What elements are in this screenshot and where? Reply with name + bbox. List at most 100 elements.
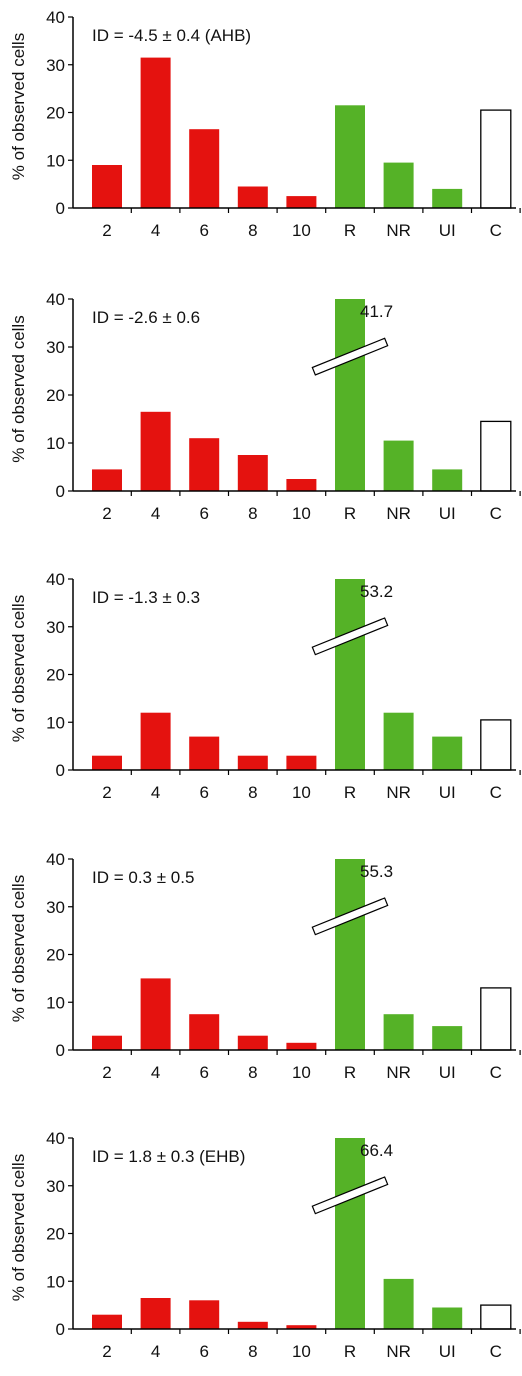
- y-tick-label: 30: [46, 56, 65, 75]
- bar: [432, 469, 463, 491]
- y-tick-label: 20: [46, 946, 65, 965]
- y-tick-label: 20: [46, 666, 65, 685]
- x-tick-label: 6: [199, 504, 208, 523]
- y-tick-label: 40: [46, 1129, 65, 1148]
- bar: [383, 162, 414, 208]
- bar: [237, 186, 268, 208]
- x-tick-label: UI: [439, 221, 456, 240]
- x-tick-label: R: [344, 1063, 356, 1082]
- bar: [480, 109, 512, 209]
- bar: [92, 165, 122, 208]
- y-axis-title: % of observed cells: [9, 1154, 28, 1301]
- y-tick-label: 10: [46, 434, 65, 453]
- x-tick-label: NR: [386, 783, 411, 802]
- bar: [480, 420, 512, 492]
- bar: [432, 736, 463, 770]
- y-tick-label: 10: [46, 713, 65, 732]
- x-tick-label: 4: [151, 504, 160, 523]
- x-tick-label: 2: [102, 1063, 111, 1082]
- axis-break-value-label: 55.3: [360, 862, 393, 881]
- chart-panel: 55.3 0 10 20 30 40 2 4 6 8 10 R NR UI C ID = 0.3 ± 0.5%…: [9, 850, 521, 1082]
- x-tick-label: 8: [248, 221, 257, 240]
- bar: [480, 719, 512, 771]
- bar: [92, 755, 122, 770]
- x-tick-label: R: [344, 221, 356, 240]
- axis-break-marker: [311, 337, 389, 376]
- panel-annotation: ID = 0.3 ± 0.5: [92, 868, 194, 887]
- x-tick-label: 2: [102, 221, 111, 240]
- y-axis-title: % of observed cells: [9, 595, 28, 742]
- x-tick-label: 8: [248, 504, 257, 523]
- axis-break-marker: [311, 897, 389, 936]
- x-tick-label: 10: [292, 221, 311, 240]
- y-tick-label: 30: [46, 898, 65, 917]
- y-tick-label: 0: [56, 761, 65, 780]
- chart-panel: 0 10 20 30 40 2 4 6 8 10 R NR UI C ID = -4.5 ± 0.4 (AH…: [9, 8, 521, 240]
- bar: [140, 1298, 171, 1329]
- x-tick-label: 2: [102, 1342, 111, 1361]
- x-tick-label: 6: [199, 221, 208, 240]
- y-axis-title: % of observed cells: [9, 315, 28, 462]
- x-tick-label: 10: [292, 783, 311, 802]
- y-tick-label: 40: [46, 850, 65, 869]
- bar: [92, 1314, 122, 1329]
- x-tick-label: 10: [292, 1342, 311, 1361]
- bar: [92, 469, 122, 491]
- bar: [432, 1026, 463, 1050]
- x-tick-label: UI: [439, 1063, 456, 1082]
- bar: [286, 755, 317, 770]
- x-tick-label: C: [490, 504, 502, 523]
- bar: [237, 455, 268, 491]
- x-tick-label: C: [490, 1342, 502, 1361]
- y-tick-label: 30: [46, 618, 65, 637]
- y-tick-label: 40: [46, 290, 65, 309]
- y-tick-label: 0: [56, 1041, 65, 1060]
- y-tick-label: 10: [46, 151, 65, 170]
- axis-break-value-label: 66.4: [360, 1141, 393, 1160]
- y-axis-title: % of observed cells: [9, 33, 28, 180]
- bar: [383, 712, 414, 770]
- x-tick-label: 10: [292, 1063, 311, 1082]
- axis-break-marker: [311, 1176, 389, 1215]
- x-tick-label: C: [490, 783, 502, 802]
- x-tick-label: 4: [151, 221, 160, 240]
- y-tick-label: 0: [56, 199, 65, 218]
- bar: [140, 978, 171, 1050]
- y-tick-label: 20: [46, 1225, 65, 1244]
- bar: [335, 1138, 365, 1329]
- x-tick-label: 2: [102, 783, 111, 802]
- x-tick-label: C: [490, 1063, 502, 1082]
- y-tick-label: 10: [46, 993, 65, 1012]
- chart-panel: 66.4 0 10 20 30 40 2 4 6 8 10 R NR UI C ID = 1.8 ± 0.3 …: [9, 1129, 521, 1361]
- x-tick-label: 10: [292, 504, 311, 523]
- y-tick-label: 30: [46, 338, 65, 357]
- bar: [140, 411, 171, 491]
- y-tick-label: 20: [46, 104, 65, 123]
- x-tick-label: 4: [151, 783, 160, 802]
- bar: [383, 1014, 414, 1050]
- bar: [286, 1325, 317, 1329]
- axis-break-value-label: 41.7: [360, 302, 393, 321]
- panel-annotation: ID = -1.3 ± 0.3: [92, 588, 200, 607]
- bar: [432, 1307, 463, 1329]
- x-tick-label: R: [344, 1342, 356, 1361]
- bar: [383, 440, 414, 491]
- bar: [189, 736, 220, 770]
- x-tick-label: 6: [199, 1063, 208, 1082]
- chart-panel: 41.7 0 10 20 30 40 2 4 6 8 10 R NR UI C ID = -2.6 ± 0.6…: [9, 290, 521, 523]
- bar: [335, 105, 365, 208]
- bar: [286, 1042, 317, 1050]
- bar: [286, 196, 317, 208]
- y-tick-label: 30: [46, 1177, 65, 1196]
- y-axis-title: % of observed cells: [9, 875, 28, 1022]
- x-tick-label: NR: [386, 221, 411, 240]
- bar: [335, 299, 365, 491]
- bar: [140, 712, 171, 770]
- x-tick-label: NR: [386, 504, 411, 523]
- x-tick-label: 8: [248, 1342, 257, 1361]
- chart-panel: 53.2 0 10 20 30 40 2 4 6 8 10 R NR UI C ID = -1.3 ± 0.3…: [9, 570, 521, 802]
- x-tick-label: 6: [199, 783, 208, 802]
- x-tick-label: 2: [102, 504, 111, 523]
- bar: [189, 438, 220, 491]
- x-tick-label: 4: [151, 1342, 160, 1361]
